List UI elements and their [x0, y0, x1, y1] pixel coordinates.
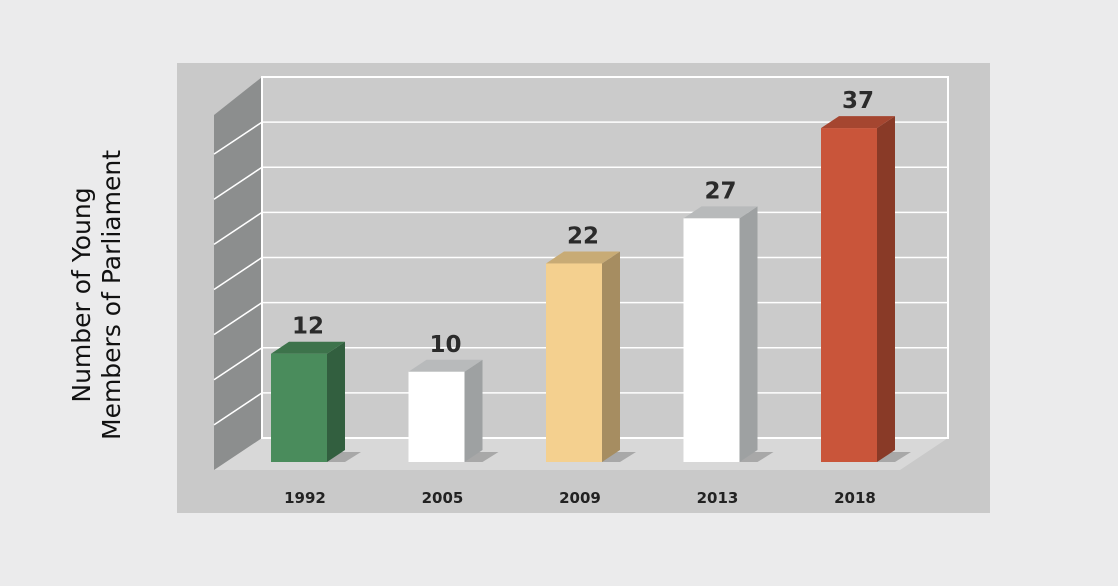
x-tick-label-2009: 2009 [559, 489, 601, 507]
bar-top-2013 [683, 206, 758, 219]
bar-1992 [271, 353, 327, 462]
wall-gridline [213, 256, 263, 291]
x-tick-labels: 1992 2005 2009 2013 2018 [284, 489, 876, 507]
wall-gridline [213, 166, 263, 200]
bar-2018 [821, 128, 877, 462]
x-tick-label-1992: 1992 [284, 489, 326, 507]
value-label-1992: 12 [292, 314, 324, 340]
bars [271, 116, 911, 462]
bar-2009 [546, 263, 602, 462]
bar-side-2013 [739, 206, 758, 462]
x-tick-label-2018: 2018 [834, 489, 876, 507]
bar-2013 [683, 218, 740, 462]
wall-gridline [213, 347, 263, 381]
wall-gridline [213, 302, 263, 336]
bar-top-2005 [408, 359, 483, 372]
bar-top-2018 [821, 116, 895, 129]
value-label-2013: 27 [704, 178, 736, 204]
x-tick-label-2013: 2013 [697, 489, 739, 507]
wall-gridline [213, 121, 263, 155]
value-labels: 12 10 22 27 37 [292, 88, 874, 358]
value-label-2005: 10 [429, 332, 461, 358]
bar-top-1992 [271, 341, 345, 354]
bar-side-2005 [464, 359, 483, 462]
value-label-2018: 37 [842, 88, 874, 114]
x-tick-label-2005: 2005 [422, 489, 464, 507]
bar-top-2009 [546, 251, 620, 264]
bar-2005 [408, 371, 465, 462]
value-label-2009: 22 [567, 223, 599, 249]
bar-side-2018 [877, 116, 895, 462]
wall-gridline [213, 211, 263, 245]
wall-gridline [213, 392, 263, 426]
bar-side-1992 [327, 341, 345, 462]
bar-side-2009 [602, 251, 620, 462]
